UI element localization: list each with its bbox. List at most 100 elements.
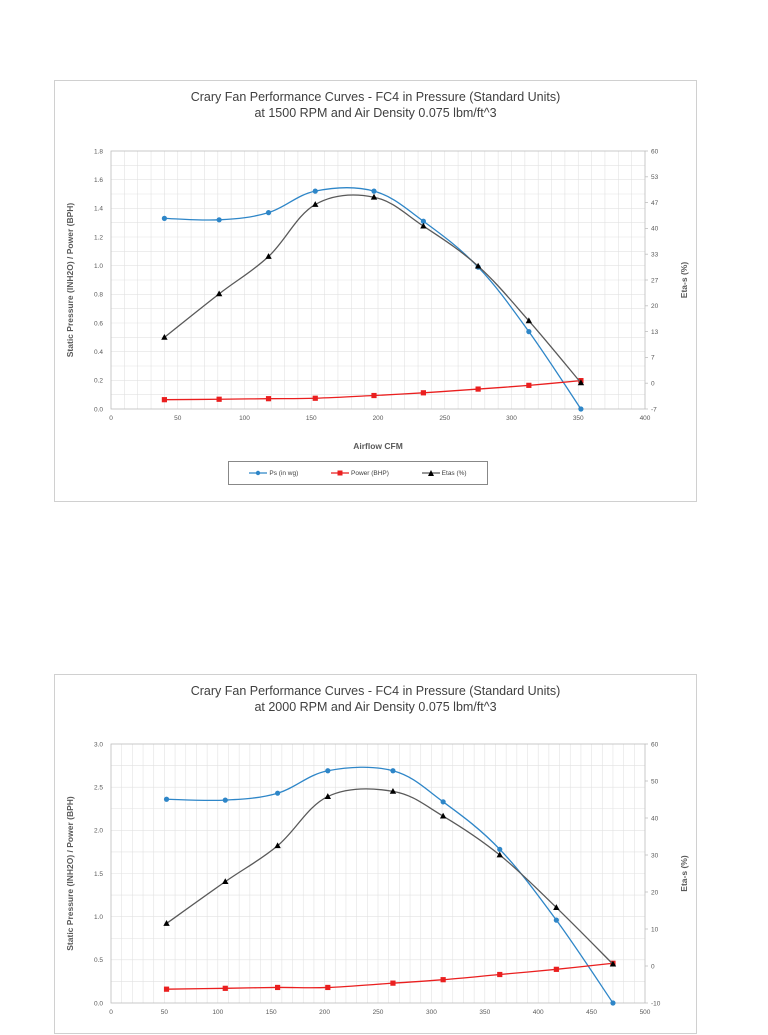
y2-tick-label: 7 [651,355,655,362]
x-tick-label: 300 [426,1009,437,1016]
data-point-power [420,390,426,396]
data-point-ps [578,406,584,412]
data-point-power [325,984,331,991]
chart-title-line2: at 1500 RPM and Air Density 0.075 lbm/ft… [254,106,497,120]
y-tick-label: 1.0 [94,914,103,921]
data-point-ps [390,768,396,774]
x-tick-label: 200 [373,415,384,422]
y-axis-title: Static Pressure (INH2O) / Power (BPH) [65,203,75,358]
y2-tick-label: 47 [651,200,659,207]
chart-panel-1500rpm: Crary Fan Performance Curves - FC4 in Pr… [54,80,697,502]
y2-tick-label: 0 [651,381,655,388]
y2-tick-label: 27 [651,277,659,284]
data-point-ps [497,846,503,852]
x-tick-label: 0 [109,1009,113,1016]
data-point-power [163,986,170,992]
chart-title-line1: Crary Fan Performance Curves - FC4 in Pr… [190,90,561,104]
data-point-power [161,397,167,403]
x-tick-label: 500 [640,1009,651,1016]
y2-tick-label: 40 [651,815,659,822]
legend-swatch-ps [249,470,268,476]
data-point-etas [525,317,533,324]
x-tick-label: 200 [319,1009,330,1016]
data-point-etas [609,960,617,967]
data-point-etas [324,793,332,799]
data-point-ps [265,210,272,216]
y-tick-label: 1.4 [94,206,103,213]
x-tick-label: 100 [239,415,250,422]
data-point-etas [577,379,585,386]
data-point-power [222,985,228,991]
y2-tick-label: 53 [651,174,659,181]
legend-item-power: Power (BHP) [331,469,389,477]
y2-tick-label: 20 [651,889,659,896]
x-tick-label: 0 [109,415,113,422]
y2-axis-title: Eta-s (%) [679,262,689,299]
data-point-power [371,392,377,399]
data-point-power [553,966,559,972]
series-line-square [166,962,614,990]
x-tick-label: 450 [586,1009,597,1016]
y-tick-label: 0.0 [94,406,103,413]
x-tick-label: 350 [479,1009,490,1016]
x-tick-label: 400 [533,1009,544,1016]
data-point-ps [325,768,331,774]
data-point-power [275,984,281,991]
data-point-etas [370,193,378,200]
legend-item-ps: Ps (in wg) [249,469,298,477]
legend-label-power: Power (BHP) [351,469,389,477]
data-point-ps [610,1000,616,1006]
data-point-power [526,382,532,388]
x-axis-title: Airflow CFM [353,441,403,451]
data-point-power [440,977,446,983]
legend-label-etas: Etas (%) [441,469,467,477]
x-tick-label: 250 [373,1009,384,1016]
x-tick-label: 250 [439,415,450,422]
data-point-ps [312,188,318,194]
data-point-etas [439,812,447,819]
x-tick-label: 300 [506,415,517,422]
y2-tick-label: 20 [651,303,659,310]
y2-tick-label: 13 [651,329,659,336]
data-point-ps [275,790,281,796]
y2-tick-label: 30 [651,852,659,859]
data-point-power [497,971,503,978]
y-tick-label: 3.0 [94,741,103,748]
data-point-ps [371,188,377,194]
series-line-triangle [163,194,582,384]
y2-axis-title: Eta-s (%) [679,855,689,892]
data-point-ps [420,218,426,224]
y-tick-label: 1.8 [94,148,103,155]
data-point-ps [440,799,446,805]
data-point-power [390,980,396,986]
y2-tick-label: 50 [651,778,659,785]
x-tick-label: 350 [573,415,584,422]
chart-panel-2000rpm: Crary Fan Performance Curves - FC4 in Pr… [54,674,697,1034]
data-point-power [265,396,272,402]
legend-swatch-power [331,470,349,476]
y-tick-label: 1.5 [94,871,103,878]
chart-2000rpm: 0 50 100 150 200 250 300 350 400 450 5000.00.51.01… [65,741,689,1016]
y-tick-label: 2.5 [94,784,103,791]
chart-1500rpm: 0 50 100 150 200 250 300 350 4000.00.20.40.60.81… [65,148,689,451]
data-point-ps [526,329,532,335]
data-point-ps [161,215,167,221]
y2-tick-label: 60 [651,148,659,155]
y-tick-label: 1.2 [94,234,103,241]
data-point-etas [163,920,170,926]
x-tick-label: 50 [174,415,182,422]
data-point-ps [553,917,559,923]
legend-label-ps: Ps (in wg) [269,469,299,477]
data-point-etas [553,904,560,910]
data-point-ps [222,797,228,803]
y2-tick-label: 0 [651,963,655,970]
data-point-power [216,396,222,402]
y-tick-label: 0.2 [94,378,103,385]
y-tick-label: 0.8 [94,292,103,299]
y-tick-label: 0.6 [94,320,103,327]
data-point-etas [265,253,272,259]
series-line-triangle [166,788,614,965]
data-point-etas [474,262,482,269]
y-tick-label: 1.6 [94,177,103,184]
data-point-ps [163,796,170,802]
